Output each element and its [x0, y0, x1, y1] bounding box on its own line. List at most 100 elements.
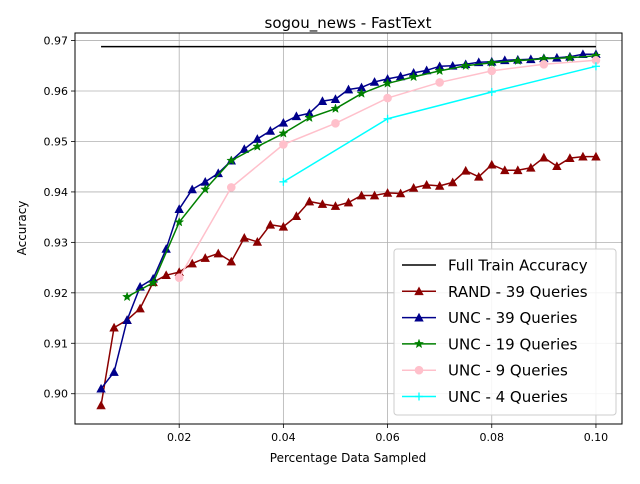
data-point [591, 151, 601, 161]
data-point [278, 117, 289, 127]
data-point [291, 111, 302, 121]
data-point [591, 62, 600, 71]
data-point [369, 190, 380, 200]
data-point [265, 126, 276, 135]
chart-title: sogou_news - FastText [265, 14, 432, 33]
data-point [408, 183, 419, 192]
data-point [109, 322, 119, 332]
x-tick-label: 0.04 [271, 431, 296, 444]
data-point [461, 165, 471, 175]
data-point [174, 216, 185, 227]
data-point [421, 180, 432, 189]
data-point [148, 277, 159, 288]
series-unc-9-queries [174, 55, 601, 282]
legend-marker [414, 365, 424, 375]
data-point [383, 114, 392, 123]
data-point [474, 171, 484, 181]
data-point [500, 165, 510, 175]
data-point [564, 52, 575, 63]
data-point [408, 71, 419, 82]
data-point [226, 256, 236, 266]
legend-entry: UNC - 19 Queries [402, 335, 578, 353]
data-point [213, 248, 223, 258]
x-tick-label: 0.02 [167, 431, 192, 444]
data-point [513, 165, 523, 175]
legend-label: UNC - 9 Queries [448, 362, 568, 380]
data-point [434, 181, 445, 190]
legend-label: UNC - 19 Queries [448, 335, 578, 353]
data-point [278, 128, 289, 138]
data-point [226, 155, 237, 165]
data-point [356, 88, 367, 98]
data-point [539, 59, 549, 69]
y-tick-label: 0.94 [44, 186, 69, 199]
data-point [200, 253, 210, 262]
data-point [330, 94, 341, 103]
y-tick-label: 0.93 [44, 236, 69, 249]
data-point [279, 177, 288, 186]
x-axis-label: Percentage Data Sampled [270, 451, 426, 465]
data-point [526, 162, 536, 172]
plot-frame [74, 32, 623, 425]
data-point [122, 291, 133, 302]
data-point [96, 400, 106, 410]
legend-label: Full Train Accuracy [448, 257, 588, 275]
x-tick-label: 0.08 [480, 431, 505, 444]
data-point [435, 78, 444, 87]
data-point [486, 57, 497, 68]
data-point [512, 55, 523, 66]
data-point [330, 103, 341, 113]
legend-marker [413, 338, 425, 349]
data-point [395, 188, 406, 198]
data-point [539, 152, 549, 162]
x-axis-ticks: 0.02 0.04 0.06 0.08 0.10 [167, 424, 608, 444]
data-point [331, 119, 340, 128]
y-axis-ticks: 0.90 0.91 0.92 0.93 0.94 0.95 0.96 0.97 [44, 35, 75, 401]
data-point [122, 315, 132, 324]
data-point [239, 144, 250, 153]
series-unc-19-queries [122, 50, 602, 302]
data-point [304, 112, 315, 123]
y-tick-label: 0.92 [44, 287, 69, 300]
data-point [487, 88, 496, 97]
legend: Full Train Accuracy RAND - 39 Queries UNC … [393, 248, 617, 416]
data-point [304, 196, 315, 206]
data-point [565, 153, 575, 162]
y-tick-label: 0.90 [44, 388, 69, 401]
legend-entry: Full Train Accuracy [402, 257, 588, 275]
series-line [282, 65, 597, 183]
data-point [226, 183, 236, 192]
data-point [161, 270, 171, 280]
y-tick-label: 0.97 [44, 35, 69, 48]
legend-box [393, 248, 617, 416]
series-layer [96, 45, 602, 410]
data-point [343, 84, 354, 94]
legend-entry: UNC - 4 Queries [402, 388, 568, 406]
y-tick-label: 0.96 [44, 85, 69, 98]
legend-entry: UNC - 9 Queries [402, 362, 568, 380]
legend-label: UNC - 39 Queries [448, 309, 578, 327]
data-point [382, 78, 393, 88]
data-point [239, 233, 250, 242]
data-point [187, 184, 197, 194]
data-point [369, 77, 380, 86]
x-tick-label: 0.10 [584, 431, 609, 444]
data-point [252, 237, 263, 246]
data-point [578, 151, 588, 161]
data-point [317, 199, 328, 208]
data-point [356, 190, 367, 200]
x-tick-label: 0.06 [375, 431, 400, 444]
data-point [317, 96, 328, 105]
data-point [487, 66, 497, 76]
data-point [200, 184, 211, 194]
legend-marker [415, 392, 423, 401]
legend-label: UNC - 4 Queries [448, 388, 568, 406]
data-point [252, 141, 263, 151]
data-point [552, 161, 562, 171]
data-point [382, 188, 393, 197]
data-point [174, 273, 184, 282]
data-point [434, 65, 445, 76]
legend-marker [414, 312, 424, 322]
data-point [109, 367, 119, 376]
